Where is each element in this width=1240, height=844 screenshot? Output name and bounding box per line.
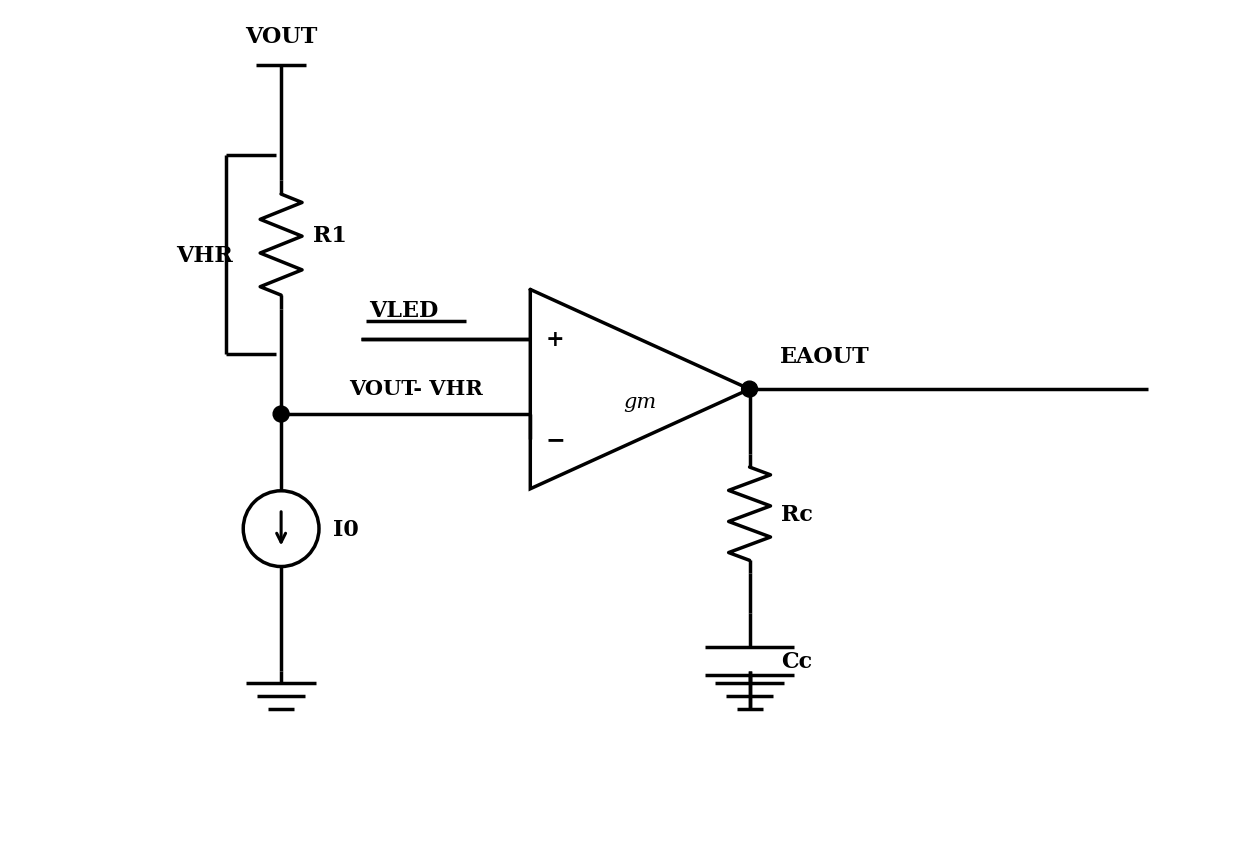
Text: EAOUT: EAOUT — [780, 346, 869, 368]
Text: VLED: VLED — [368, 300, 438, 322]
Text: −: − — [546, 427, 565, 452]
Circle shape — [742, 381, 758, 398]
Text: Rc: Rc — [781, 503, 813, 525]
Text: I0: I0 — [334, 518, 358, 540]
Text: +: + — [546, 329, 564, 351]
Text: VOUT- VHR: VOUT- VHR — [348, 379, 482, 398]
Text: VHR: VHR — [176, 244, 233, 266]
Text: Cc: Cc — [781, 650, 812, 672]
Text: gm: gm — [624, 392, 656, 411]
Text: R1: R1 — [312, 225, 347, 246]
Circle shape — [273, 407, 289, 423]
Text: VOUT: VOUT — [246, 26, 317, 48]
